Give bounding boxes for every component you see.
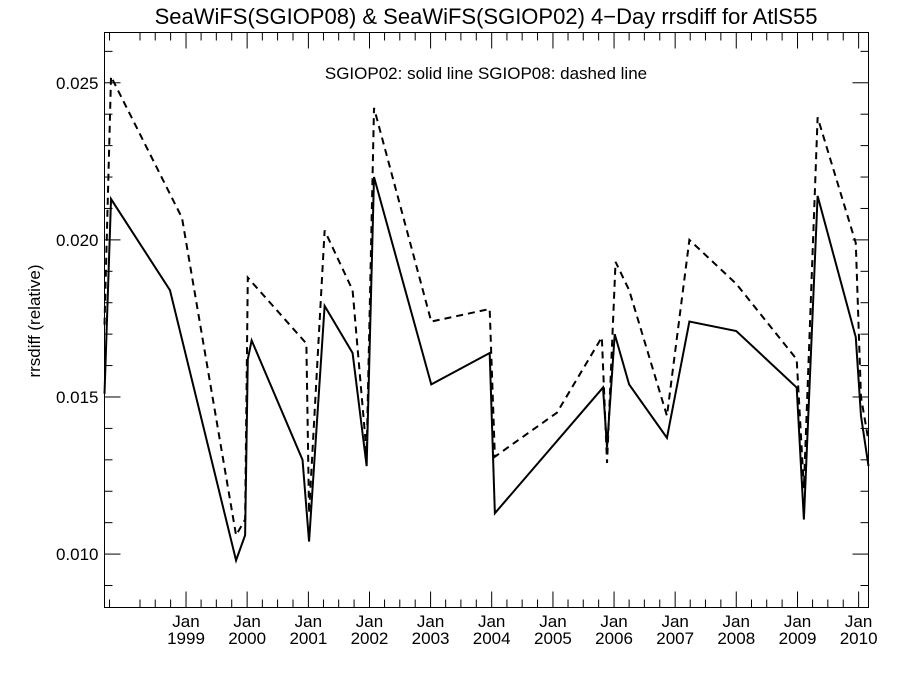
x-tick-year-label: 2006 <box>595 629 633 648</box>
x-tick-year-label: 2008 <box>717 629 755 648</box>
x-tick-year-label: 2004 <box>473 629 511 648</box>
y-tick-label: 0.025 <box>56 74 99 93</box>
chart-title: SeaWiFS(SGIOP08) & SeaWiFS(SGIOP02) 4−Da… <box>155 4 818 29</box>
series-line-solid <box>103 176 870 564</box>
series-lines <box>103 76 870 564</box>
x-tick-year-label: 2007 <box>656 629 694 648</box>
x-tick-month-label: Jan <box>661 612 688 631</box>
x-tick-month-label: Jan <box>539 612 566 631</box>
y-tick-label: 0.010 <box>56 545 99 564</box>
x-tick-month-label: Jan <box>478 612 505 631</box>
x-tick-month-label: Jan <box>356 612 383 631</box>
x-tick-month-label: Jan <box>417 612 444 631</box>
series-line-dashed <box>103 76 870 539</box>
x-tick-year-label: 1999 <box>167 629 205 648</box>
x-tick-month-label: Jan <box>784 612 811 631</box>
plot-frame <box>104 32 869 608</box>
x-tick-year-label: 2005 <box>534 629 572 648</box>
x-tick-year-label: 2010 <box>840 629 878 648</box>
x-tick-month-label: Jan <box>600 612 627 631</box>
x-tick-year-label: 2002 <box>351 629 389 648</box>
y-axis-label: rrsdiff (relative) <box>25 264 44 377</box>
x-tick-month-label: Jan <box>233 612 260 631</box>
x-tick-year-label: 2001 <box>289 629 327 648</box>
line-style-annotation: SGIOP02: solid line SGIOP08: dashed line <box>325 64 647 83</box>
y-tick-label: 0.020 <box>56 231 99 250</box>
x-tick-month-label: Jan <box>723 612 750 631</box>
x-tick-year-label: 2003 <box>412 629 450 648</box>
x-tick-year-label: 2000 <box>228 629 266 648</box>
y-tick-label: 0.015 <box>56 388 99 407</box>
x-tick-month-label: Jan <box>295 612 322 631</box>
axis-ticks: 0.0100.0150.0200.025Jan1999Jan2000Jan200… <box>56 32 878 648</box>
x-tick-month-label: Jan <box>845 612 872 631</box>
x-tick-month-label: Jan <box>172 612 199 631</box>
x-tick-year-label: 2009 <box>779 629 817 648</box>
